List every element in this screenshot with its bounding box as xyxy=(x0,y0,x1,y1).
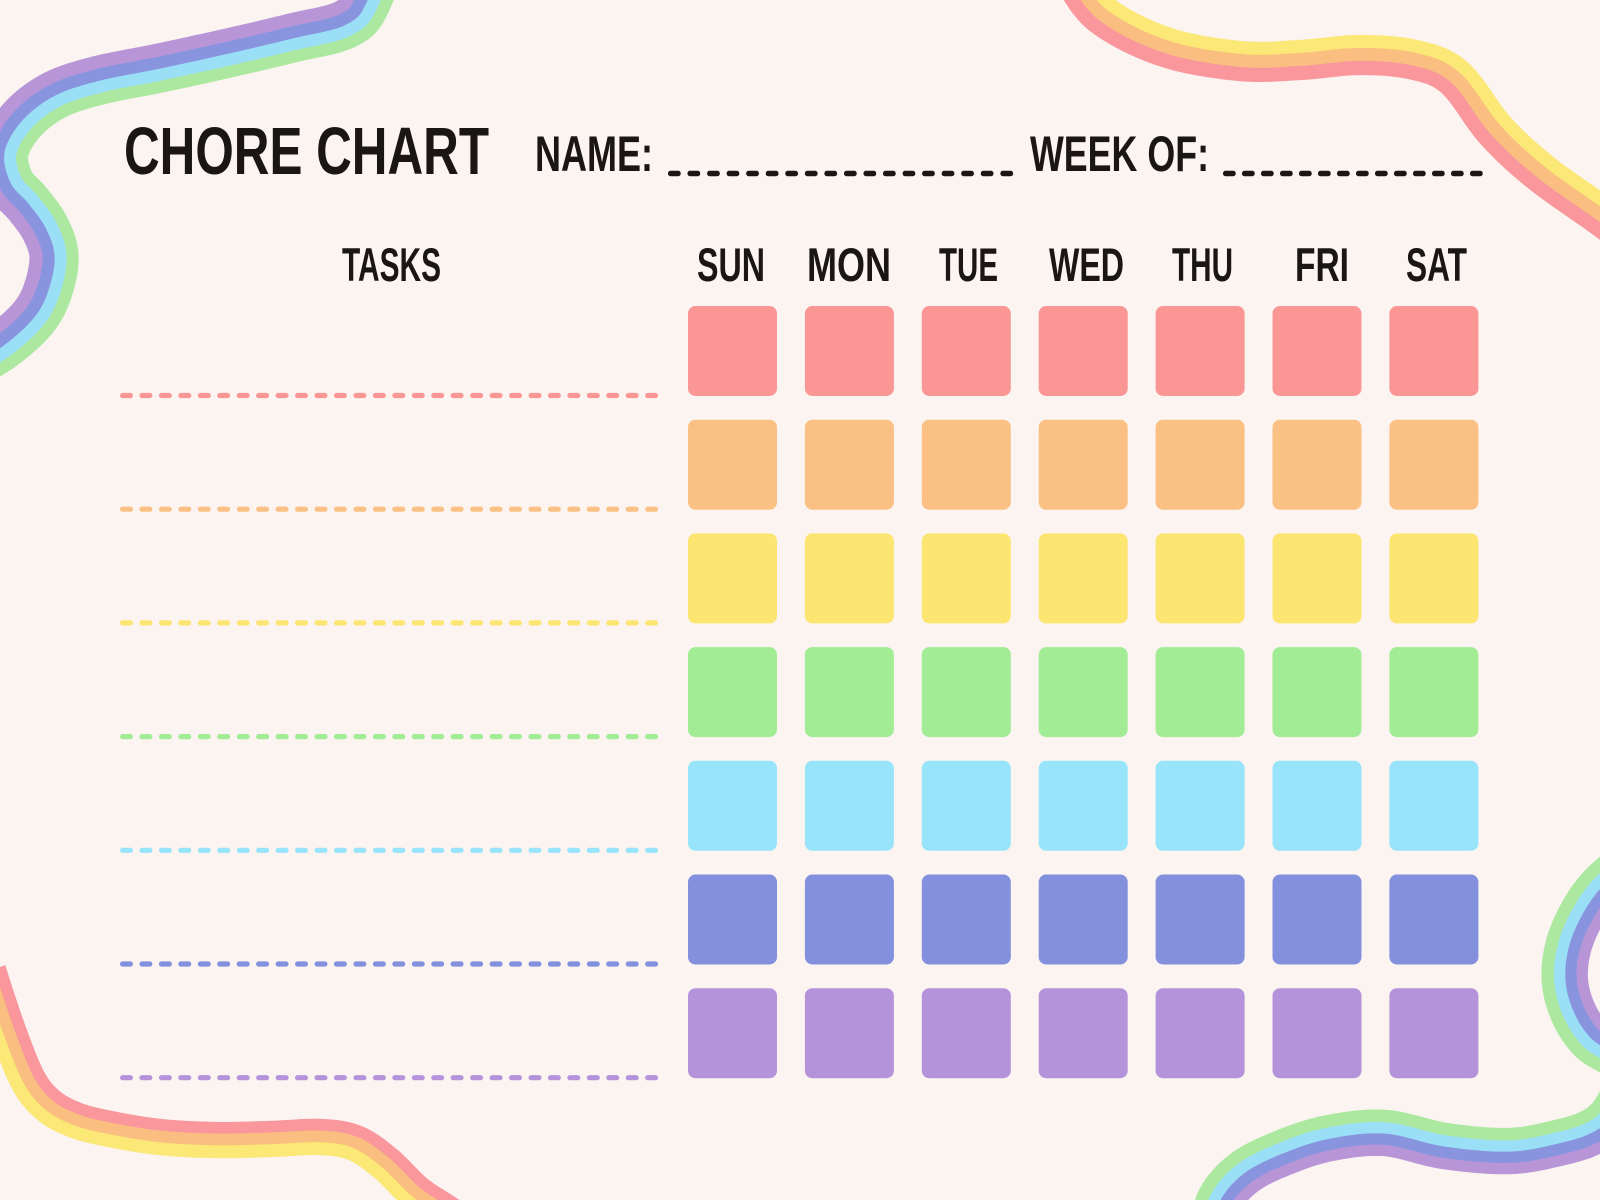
svg-text:WEEK OF:: WEEK OF: xyxy=(1030,126,1209,182)
svg-text:MON: MON xyxy=(807,238,891,291)
svg-text:WED: WED xyxy=(1049,238,1124,291)
svg-text:FRI: FRI xyxy=(1295,238,1349,291)
svg-text:NAME:: NAME: xyxy=(535,126,653,182)
svg-text:TASKS: TASKS xyxy=(342,238,441,291)
svg-text:THU: THU xyxy=(1172,238,1233,291)
svg-text:SUN: SUN xyxy=(697,238,765,291)
svg-text:SAT: SAT xyxy=(1406,238,1467,291)
svg-text:TUE: TUE xyxy=(939,238,998,291)
svg-text:CHORE CHART: CHORE CHART xyxy=(124,114,489,189)
